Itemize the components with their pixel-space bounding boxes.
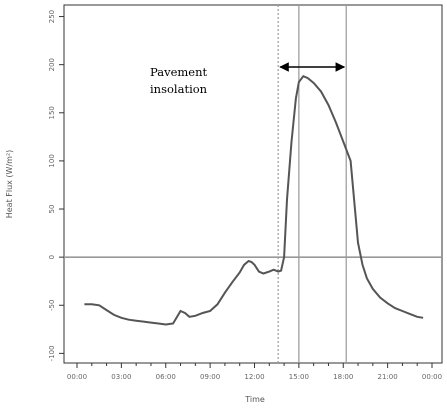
y-axis: -100 -50 0 50 100 150 200 250 bbox=[48, 10, 64, 361]
x-tick-label: 15:00 bbox=[289, 373, 309, 381]
x-tick-label: 09:00 bbox=[200, 373, 220, 381]
y-tick-label: -100 bbox=[48, 345, 56, 361]
reference-lines bbox=[64, 5, 442, 363]
y-tick-label: 100 bbox=[48, 154, 56, 167]
series-line-heat-flux bbox=[84, 74, 424, 326]
x-tick-label: 06:00 bbox=[156, 373, 176, 381]
y-tick-label: 200 bbox=[48, 58, 56, 71]
y-tick-label: 150 bbox=[48, 106, 56, 119]
y-axis-title: Heat Flux (W/m²) bbox=[5, 150, 14, 219]
annotation-label-line2: insolation bbox=[150, 82, 208, 96]
x-tick-label: 21:00 bbox=[378, 373, 398, 381]
x-axis: 00:00 03:00 06:00 09:00 12:00 15:00 18:00 21:00… bbox=[67, 363, 442, 381]
annotation-label-line1: Pavement bbox=[150, 65, 207, 79]
x-tick-label: 00:00 bbox=[422, 373, 442, 381]
y-tick-label: 250 bbox=[48, 10, 56, 23]
x-tick-label: 18:00 bbox=[333, 373, 353, 381]
y-tick-label: -50 bbox=[48, 300, 56, 311]
y-tick-label: 50 bbox=[48, 205, 56, 214]
plot-frame bbox=[63, 4, 443, 364]
x-tick-label: 03:00 bbox=[111, 373, 131, 381]
x-axis-title: Time bbox=[244, 395, 265, 404]
x-tick-label: 12:00 bbox=[244, 373, 264, 381]
x-tick-label: 00:00 bbox=[67, 373, 87, 381]
y-tick-label: 0 bbox=[48, 255, 56, 259]
